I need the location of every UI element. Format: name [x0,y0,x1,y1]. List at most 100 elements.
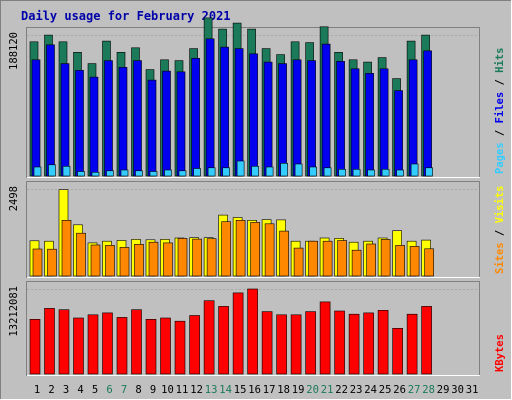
x-tick-label-day-27: 27 [408,384,421,396]
bar-pages-day-19 [294,163,303,177]
bar-kbytes-day-12 [189,315,200,375]
bar-kbytes-day-28 [421,306,432,375]
bar-files-day-21 [321,43,331,177]
x-tick-label-day-16: 16 [248,384,261,396]
bar-pages-day-2 [48,164,56,177]
bar-files-day-26 [394,90,403,177]
bar-kbytes-day-15 [232,292,244,375]
legend-label-visits-sites: Sites / Visits [494,185,506,274]
bar-kbytes-day-8 [131,309,142,375]
x-tick-label-day-4: 4 [77,384,83,396]
bar-pages-day-17 [265,166,274,177]
bar-kbytes-day-25 [377,309,389,375]
bar-sites-day-9 [148,241,159,277]
bar-files-day-12 [191,57,200,177]
bar-sites-day-25 [380,239,391,277]
y-max-label-hits-files-pages: 188120 [8,32,20,70]
bar-sites-day-21 [322,240,333,277]
x-tick-label-day-28: 28 [422,384,435,396]
bar-pages-day-23 [352,169,361,177]
bar-sites-day-20 [308,240,318,277]
bar-files-day-27 [408,59,418,177]
bar-files-day-18 [278,63,287,177]
bar-kbytes-day-18 [276,314,287,375]
x-tick-label-day-5: 5 [92,384,98,396]
x-tick-label-day-2: 2 [48,384,54,396]
x-tick-label-day-9: 9 [150,384,156,396]
bar-pages-day-9 [149,171,158,177]
bar-files-day-13 [205,38,215,177]
bar-pages-day-10 [164,169,172,177]
x-tick-label-day-23: 23 [350,384,363,396]
bar-sites-day-1 [32,248,43,277]
bar-files-day-3 [60,63,70,177]
bar-sites-day-2 [47,248,57,277]
legend-label-part: Pages [494,142,506,174]
panel-visits-sites: 2498 Sites / Visits [8,181,506,278]
bar-pages-day-15 [236,160,245,177]
bar-pages-day-27 [410,163,419,177]
bar-pages-day-4 [77,171,85,177]
bar-files-day-7 [118,67,128,177]
bar-pages-day-8 [135,170,143,177]
bar-sites-day-3 [61,220,72,277]
bar-files-day-15 [234,48,244,177]
bar-pages-day-5 [91,172,100,177]
bar-pages-day-26 [396,169,404,177]
bar-sites-day-12 [192,238,202,277]
bar-pages-day-28 [425,167,433,177]
x-tick-label-day-8: 8 [135,384,141,396]
x-tick-label-day-11: 11 [176,384,189,396]
legend-label-part: Visits [494,185,506,223]
x-tick-label-day-13: 13 [205,384,218,396]
y-max-label-kbytes: 13212081 [8,286,20,337]
bar-files-day-2 [46,44,55,177]
panel-kbytes: 13212081 KBytes [8,281,506,376]
bar-files-day-9 [147,79,157,177]
bar-sites-day-7 [119,247,130,277]
bar-kbytes-day-5 [87,314,99,375]
bar-sites-day-27 [409,246,420,277]
bar-sites-day-5 [90,244,101,277]
x-tick-label-day-12: 12 [190,384,203,396]
bar-sites-day-10 [163,242,173,277]
bar-kbytes-day-7 [116,317,128,375]
bar-kbytes-day-11 [174,320,186,375]
bar-kbytes-day-6 [102,312,113,375]
bar-files-day-5 [89,76,99,177]
x-tick-label-day-21: 21 [321,384,334,396]
bar-pages-day-20 [309,166,317,177]
bar-sites-day-11 [177,238,188,277]
x-tick-label-day-26: 26 [393,384,406,396]
x-tick-label-day-6: 6 [106,384,112,396]
bar-pages-day-12 [193,168,201,177]
bar-kbytes-day-4 [73,317,84,375]
bar-files-day-20 [307,60,316,177]
x-tick-label-day-22: 22 [335,384,348,396]
legend-label-part: KBytes [494,334,506,372]
bar-pages-day-11 [178,170,187,177]
x-tick-label-day-18: 18 [277,384,290,396]
bar-files-day-16 [249,53,258,177]
legend-label-part: / [494,223,506,242]
legend-label-hits-files-pages: Pages / Files / Hits [494,48,506,174]
bar-pages-day-6 [106,170,114,177]
x-tick-label-day-31: 31 [466,384,479,396]
x-tick-label-day-15: 15 [234,384,247,396]
bar-sites-day-16 [250,222,260,277]
x-tick-label-day-20: 20 [306,384,319,396]
bar-files-day-11 [176,71,186,177]
bar-kbytes-day-26 [392,327,403,375]
bar-kbytes-day-23 [348,313,360,375]
bar-sites-day-24 [366,243,376,277]
bar-files-day-6 [104,60,113,177]
bar-pages-day-14 [222,167,230,177]
bar-kbytes-day-19 [290,314,302,375]
x-tick-label-day-19: 19 [292,384,305,396]
bar-kbytes-day-10 [160,317,171,375]
bar-sites-day-13 [206,238,217,277]
bar-pages-day-13 [207,167,216,177]
bar-files-day-17 [263,61,273,177]
bar-files-day-25 [379,68,389,177]
x-tick-label-day-10: 10 [161,384,174,396]
